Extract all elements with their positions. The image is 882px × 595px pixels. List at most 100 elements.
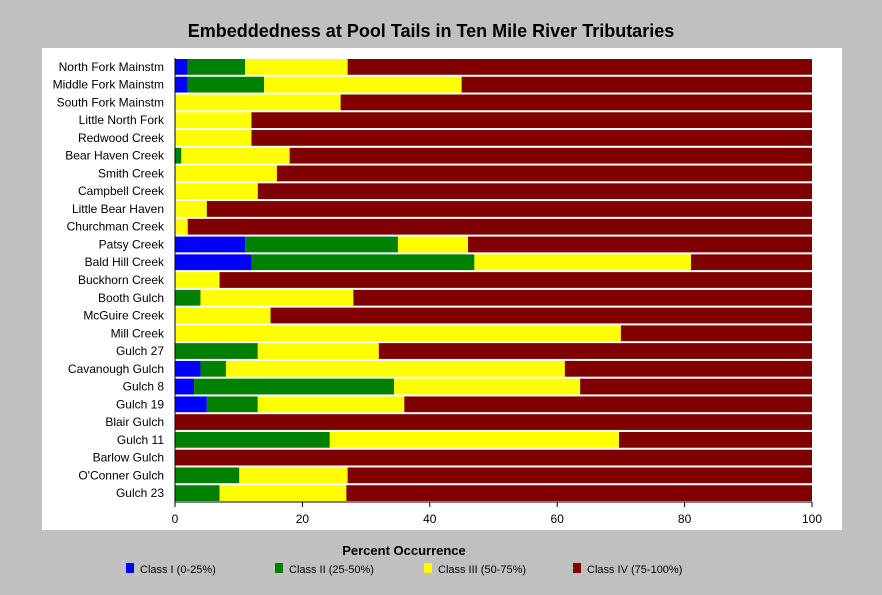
legend-swatch	[126, 563, 134, 573]
bar-segment	[175, 165, 277, 182]
bar-segment	[239, 467, 348, 484]
bar-segment	[245, 236, 398, 253]
bar-segment	[580, 378, 812, 395]
bar-segment	[564, 360, 812, 377]
bar-segment	[175, 94, 341, 111]
bar-segment	[175, 307, 271, 324]
bar-segment	[251, 112, 812, 129]
x-tick-label: 20	[296, 512, 310, 526]
bar-segment	[187, 59, 246, 75]
category-labels: North Fork Mainstm Middle Fork Mainstm Sou…	[53, 60, 165, 500]
legend-swatch	[424, 563, 432, 573]
bar-segment	[353, 289, 812, 306]
bar-segment	[618, 431, 812, 448]
bar-segment	[175, 378, 195, 395]
legend-swatch	[573, 563, 581, 573]
bar-segment	[175, 396, 207, 413]
bar-segment	[175, 112, 252, 129]
bar-segment	[257, 396, 405, 413]
bar-segment	[200, 289, 354, 306]
category-label: Redwood Creek	[78, 131, 165, 145]
bar-segment	[346, 485, 812, 501]
bar-segment	[219, 485, 347, 501]
bar-segment	[175, 130, 252, 146]
bar-segment	[175, 449, 812, 466]
category-label: Blair Gulch	[105, 415, 164, 429]
legend-swatch	[275, 563, 283, 573]
bar-segment	[175, 485, 220, 501]
bar-segment	[175, 201, 207, 217]
bar-segment	[378, 343, 812, 359]
category-label: Bald Hill Creek	[85, 255, 165, 269]
bar-segment	[474, 254, 691, 271]
category-label: Gulch 8	[123, 380, 165, 394]
bar-segment	[257, 183, 812, 200]
category-label: North Fork Mainstm	[59, 60, 164, 74]
bar-segment	[175, 183, 258, 200]
bar-segment	[187, 218, 813, 235]
category-label: Barlow Gulch	[93, 451, 164, 465]
bar-segment	[175, 59, 188, 75]
bar-segment	[394, 378, 581, 395]
bar-segment	[175, 325, 621, 342]
bar-segment	[289, 147, 812, 164]
bar-segment	[175, 236, 246, 253]
bar-segment	[461, 76, 812, 93]
category-label: O'Conner Gulch	[78, 468, 164, 482]
bar-segment	[397, 236, 469, 253]
bar-segment	[181, 147, 290, 164]
bar-segment	[264, 76, 462, 93]
category-label: Campbell Creek	[78, 184, 165, 198]
bar-segment	[175, 272, 220, 288]
category-label: Bear Haven Creek	[65, 149, 165, 163]
x-tick-label: 80	[678, 512, 692, 526]
bar-segment	[175, 360, 201, 377]
category-label: Little Bear Haven	[72, 202, 164, 216]
category-label: Gulch 23	[116, 486, 164, 500]
bar-segment	[276, 165, 812, 182]
bar-segment	[468, 236, 812, 253]
category-label: McGuire Creek	[83, 309, 165, 323]
x-axis-title: Percent Occurrence	[342, 543, 466, 558]
category-label: Churchman Creek	[67, 220, 165, 234]
bar-segment	[200, 360, 226, 377]
bar-segment	[219, 272, 813, 288]
bar-segment	[175, 254, 252, 271]
bar-segment	[175, 147, 182, 164]
category-label: Mill Creek	[111, 326, 165, 340]
category-label: Gulch 27	[116, 344, 164, 358]
bar-segment	[175, 218, 188, 235]
category-label: South Fork Mainstm	[57, 95, 164, 109]
bar-segment	[175, 76, 188, 93]
category-label: Gulch 11	[117, 433, 164, 447]
x-tick-label: 0	[172, 512, 179, 526]
bar-segment	[187, 76, 265, 93]
bar-segment	[175, 414, 812, 430]
category-label: Middle Fork Mainstm	[53, 78, 164, 92]
bar-segment	[194, 378, 395, 395]
bar-segment	[404, 396, 812, 413]
chart-title: Embeddedness at Pool Tails in Ten Mile R…	[188, 21, 674, 41]
bar-segment	[347, 467, 812, 484]
bar-segment	[251, 254, 475, 271]
bar-segment	[270, 307, 812, 324]
category-label: Smith Creek	[98, 166, 165, 180]
bar-segment	[175, 467, 240, 484]
category-label: Gulch 19	[116, 397, 164, 411]
legend: Class I (0-25%) Class II (25-50%) Class II…	[126, 563, 682, 576]
bar-segment	[257, 343, 379, 359]
legend-label: Class IV (75-100%)	[587, 564, 682, 576]
category-label: Booth Gulch	[98, 291, 164, 305]
x-axis: 0 20 40 60 80 100	[172, 58, 822, 526]
x-tick-label: 60	[551, 512, 565, 526]
x-tick-label: 40	[423, 512, 437, 526]
x-tick-label: 100	[802, 512, 822, 526]
legend-label: Class II (25-50%)	[289, 564, 374, 576]
category-label: Cavanough Gulch	[68, 362, 164, 376]
legend-label: Class I (0-25%)	[140, 564, 216, 576]
bar-segment	[329, 431, 619, 448]
bar-segment	[340, 94, 812, 111]
category-label: Little North Fork	[79, 113, 165, 127]
bar-segment	[245, 59, 348, 75]
